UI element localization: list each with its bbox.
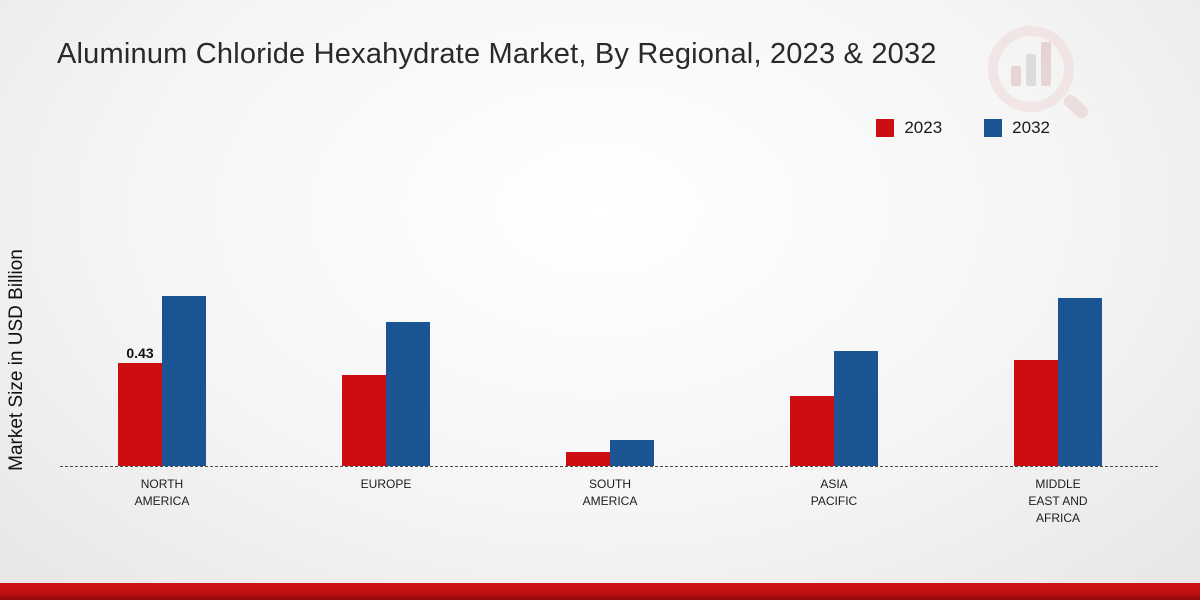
brand-watermark-logo (988, 26, 1074, 112)
category-label: SOUTH AMERICA (582, 477, 638, 508)
bottom-accent-band (0, 583, 1200, 600)
bar-2032-asia-pacific (834, 351, 878, 466)
category-cell: SOUTH AMERICA (498, 476, 722, 526)
category-label: NORTH AMERICA (134, 477, 190, 508)
category-label: EUROPE (360, 477, 412, 491)
y-axis-label: Market Size in USD Billion (6, 249, 27, 471)
legend-label: 2032 (1012, 118, 1050, 137)
bar-2032-middle-east-and-africa (1058, 298, 1102, 466)
watermark-bar-icon (1041, 42, 1051, 86)
category-label: MIDDLE EAST AND AFRICA (1028, 477, 1088, 525)
category-cell: NORTH AMERICA (50, 476, 274, 526)
bar-group-south-america (498, 440, 722, 466)
bar-2023-south-america (566, 452, 610, 466)
watermark-magnifier-handle-icon (1061, 92, 1091, 121)
category-axis: NORTH AMERICA EUROPE SOUTH AMERICA ASIA PAC… (50, 476, 1170, 526)
chart-title: Aluminum Chloride Hexahydrate Market, By… (57, 38, 937, 70)
category-cell: MIDDLE EAST AND AFRICA (946, 476, 1170, 526)
legend-item-2032: 2032 (984, 118, 1050, 138)
legend-swatch-icon (984, 119, 1003, 137)
watermark-bar-icon (1026, 54, 1036, 86)
zero-baseline (60, 466, 1158, 467)
category-cell: ASIA PACIFIC (722, 476, 946, 526)
bar-2032-north-america (162, 296, 206, 466)
bar-2032-south-america (610, 440, 654, 466)
legend-label: 2023 (904, 118, 943, 137)
bar-2032-europe (386, 322, 430, 466)
bar-2023-middle-east-and-africa (1014, 360, 1058, 466)
legend-swatch-icon (876, 119, 895, 137)
category-cell: EUROPE (274, 476, 498, 526)
bar-group-north-america: 0.43 (50, 296, 274, 466)
bar-2023-europe (342, 375, 386, 466)
bar-plot-area: 0.43 (50, 166, 1170, 466)
bar-value-label: 0.43 (126, 345, 154, 361)
legend-item-2023: 2023 (876, 118, 942, 138)
watermark-bar-icon (1011, 66, 1021, 86)
bar-2023-asia-pacific (790, 396, 834, 466)
bar-group-asia-pacific (722, 351, 946, 466)
bar-group-europe (274, 322, 498, 466)
category-label: ASIA PACIFIC (810, 477, 858, 508)
bar-2023-north-america (118, 363, 162, 466)
bar-group-middle-east-and-africa (946, 298, 1170, 466)
chart-legend: 2023 2032 (876, 118, 1050, 138)
